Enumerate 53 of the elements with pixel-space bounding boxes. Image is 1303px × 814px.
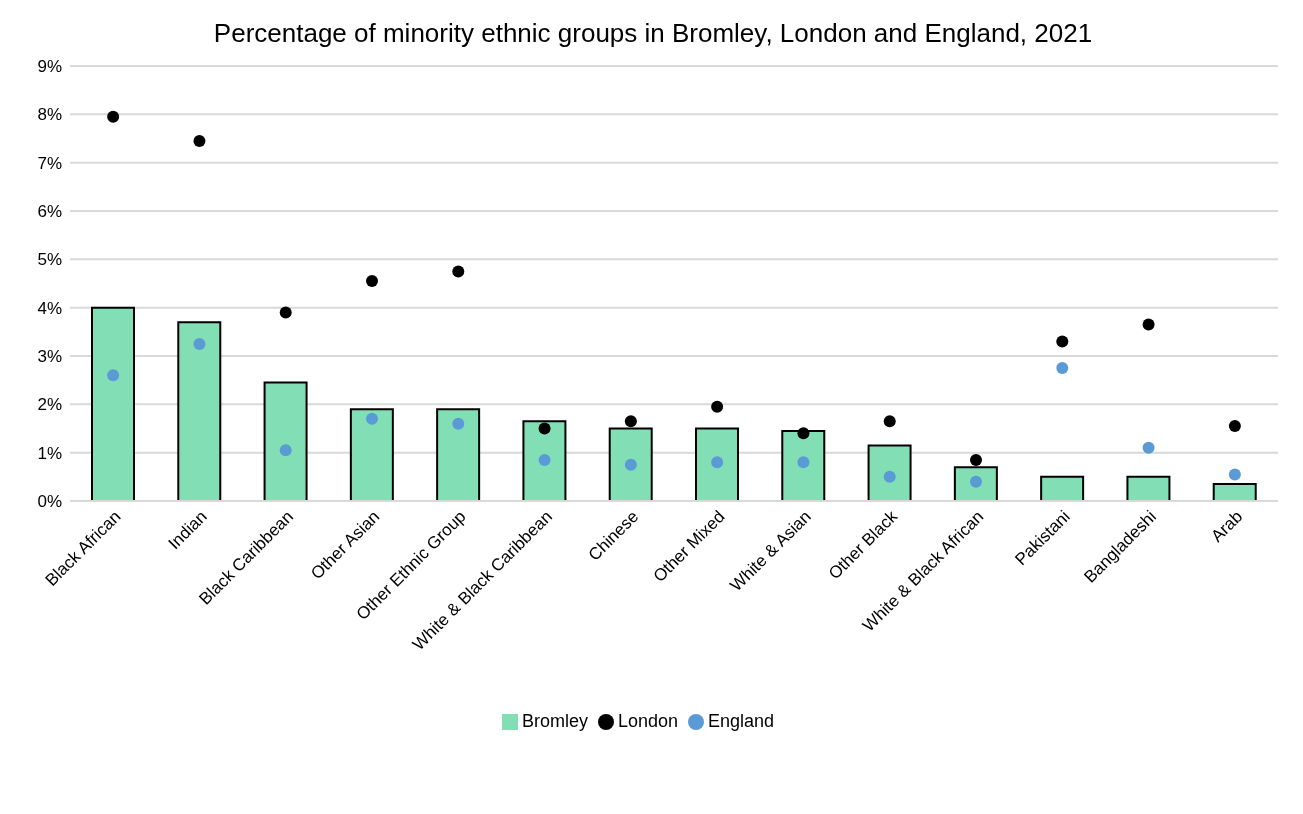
point [883, 415, 896, 428]
y-tick-label: 0% [37, 492, 62, 512]
bar [177, 321, 222, 501]
y-tick-label: 4% [37, 298, 62, 318]
bar [263, 381, 308, 501]
point [711, 456, 724, 469]
y-tick-label: 2% [37, 395, 62, 415]
point [452, 417, 465, 430]
point [193, 337, 206, 350]
y-tick-label: 5% [37, 250, 62, 270]
point [1056, 362, 1069, 375]
bar [522, 420, 567, 501]
point [1142, 441, 1155, 454]
y-tick-label: 9% [37, 57, 62, 77]
y-tick-label: 1% [37, 443, 62, 463]
bar [436, 408, 481, 501]
bar [781, 429, 826, 501]
y-tick-label: 7% [37, 153, 62, 173]
y-tick-label: 3% [37, 347, 62, 367]
point [107, 369, 120, 382]
bar [1126, 475, 1171, 501]
point [883, 470, 896, 483]
y-tick-label: 8% [37, 105, 62, 125]
point [797, 456, 810, 469]
point [711, 400, 724, 413]
bar [867, 444, 912, 501]
point [1056, 335, 1069, 348]
bar [1212, 483, 1257, 501]
point [538, 453, 551, 466]
point [538, 422, 551, 435]
bar [349, 408, 394, 501]
point [1228, 468, 1241, 481]
chart-title: Percentage of minority ethnic groups in Bromley, London and England, 2021 [212, 17, 1094, 50]
point [279, 444, 292, 457]
point [797, 427, 810, 440]
point [624, 458, 637, 471]
bar [695, 427, 739, 501]
point [970, 453, 982, 466]
point [1228, 420, 1241, 433]
point [366, 412, 378, 425]
point [1142, 318, 1155, 331]
point [452, 265, 465, 278]
legend-label: England [708, 711, 775, 731]
point [107, 110, 120, 123]
bar [91, 306, 135, 501]
bar [1040, 475, 1085, 501]
point [366, 275, 378, 288]
point [193, 134, 206, 147]
point [624, 415, 637, 428]
legend-label: London [617, 711, 679, 731]
y-tick-label: 6% [37, 202, 62, 222]
point [279, 306, 292, 319]
legend-label: Bromley [521, 711, 588, 731]
